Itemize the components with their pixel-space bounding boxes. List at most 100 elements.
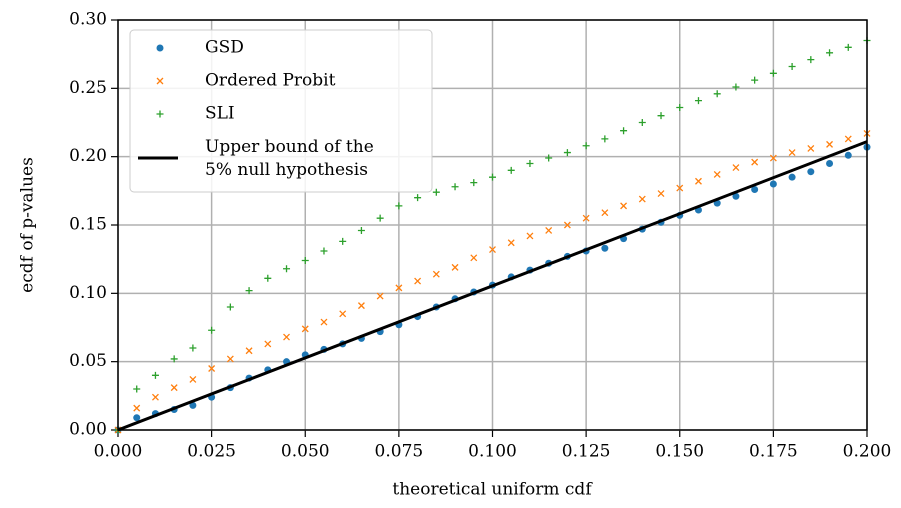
point bbox=[208, 326, 216, 334]
point bbox=[676, 184, 684, 192]
point bbox=[357, 226, 365, 234]
point bbox=[844, 43, 852, 51]
point bbox=[133, 404, 141, 412]
point bbox=[713, 90, 721, 98]
point bbox=[208, 365, 216, 372]
point bbox=[807, 56, 815, 64]
point bbox=[301, 257, 309, 265]
point bbox=[189, 344, 197, 352]
x-axis-label: theoretical uniform cdf bbox=[392, 480, 593, 500]
point bbox=[133, 385, 141, 393]
point bbox=[826, 140, 834, 148]
point bbox=[582, 214, 590, 222]
plot-frame bbox=[117, 19, 868, 431]
point bbox=[732, 164, 740, 172]
point bbox=[563, 149, 571, 157]
point bbox=[245, 287, 253, 295]
point bbox=[395, 284, 403, 292]
point bbox=[769, 154, 777, 162]
point bbox=[283, 333, 290, 341]
y-tick-label: 0.15 bbox=[69, 215, 107, 235]
point bbox=[301, 325, 309, 333]
point bbox=[732, 192, 740, 200]
point bbox=[226, 355, 234, 363]
point bbox=[320, 318, 328, 326]
point bbox=[320, 247, 328, 255]
point bbox=[788, 62, 796, 70]
y-tick-label: 0.30 bbox=[69, 10, 107, 30]
y-tick-label: 0.20 bbox=[69, 146, 107, 166]
legend-label: Upper bound of the 5% null hypothesis bbox=[205, 137, 374, 180]
point bbox=[414, 277, 422, 285]
x-tick-label: 0.150 bbox=[655, 442, 704, 462]
point bbox=[826, 49, 834, 57]
point bbox=[638, 195, 646, 203]
legend-label: Ordered Probit bbox=[205, 71, 336, 91]
point bbox=[133, 414, 141, 422]
point bbox=[507, 239, 515, 247]
point bbox=[357, 302, 365, 310]
legend-label: SLI bbox=[205, 104, 235, 124]
point bbox=[601, 135, 609, 143]
point bbox=[563, 221, 571, 229]
point bbox=[545, 227, 553, 234]
point bbox=[657, 190, 665, 198]
point bbox=[751, 185, 759, 193]
point bbox=[807, 145, 815, 152]
point bbox=[788, 149, 796, 157]
y-tick-label: 0.10 bbox=[69, 283, 107, 303]
point bbox=[414, 194, 422, 202]
point bbox=[713, 170, 721, 178]
y-axis-label: ecdf of p-values bbox=[18, 157, 38, 293]
point bbox=[376, 292, 384, 300]
point bbox=[283, 265, 291, 273]
point bbox=[620, 202, 628, 210]
legend-swatch bbox=[156, 77, 164, 85]
point bbox=[395, 202, 403, 210]
legend-label: GSD bbox=[205, 38, 244, 58]
point bbox=[432, 270, 440, 278]
point bbox=[170, 355, 178, 363]
y-tick-label: 0.25 bbox=[69, 78, 107, 98]
point bbox=[264, 340, 272, 348]
point bbox=[695, 177, 702, 185]
point bbox=[507, 166, 515, 174]
legend-swatch bbox=[156, 110, 164, 118]
point bbox=[339, 310, 347, 318]
x-tick-label: 0.000 bbox=[94, 442, 143, 462]
legend-swatch bbox=[156, 44, 164, 52]
point bbox=[189, 401, 197, 409]
x-tick-label: 0.075 bbox=[375, 442, 424, 462]
point bbox=[376, 214, 384, 222]
point bbox=[526, 160, 534, 167]
point bbox=[151, 371, 159, 379]
point bbox=[751, 76, 759, 84]
point bbox=[245, 347, 253, 355]
point bbox=[638, 119, 646, 126]
legend-box bbox=[129, 29, 433, 193]
point bbox=[601, 244, 609, 252]
point bbox=[769, 180, 777, 188]
x-tick-label: 0.175 bbox=[749, 442, 798, 462]
point bbox=[807, 168, 815, 176]
y-tick-label: 0.05 bbox=[69, 351, 107, 371]
reference-line bbox=[117, 140, 868, 432]
point bbox=[582, 142, 590, 150]
point bbox=[339, 237, 347, 245]
point bbox=[844, 151, 852, 159]
point bbox=[826, 160, 834, 167]
point bbox=[620, 127, 628, 135]
point bbox=[451, 183, 459, 191]
legend: GSD Ordered Probit SLI Upper bound of the 5%… bbox=[129, 29, 433, 193]
point bbox=[545, 154, 553, 162]
point bbox=[751, 158, 759, 166]
point bbox=[170, 384, 178, 392]
point bbox=[451, 263, 459, 271]
point bbox=[694, 97, 702, 105]
point bbox=[489, 173, 496, 181]
point bbox=[844, 135, 852, 143]
point bbox=[676, 103, 684, 111]
point bbox=[189, 375, 197, 383]
x-tick-label: 0.025 bbox=[187, 442, 236, 462]
